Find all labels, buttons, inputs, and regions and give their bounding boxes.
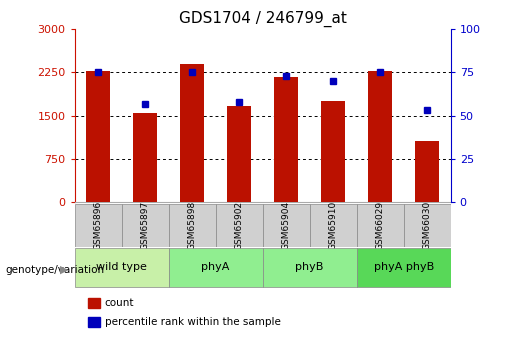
Bar xyxy=(75,204,122,247)
Bar xyxy=(368,71,392,202)
Bar xyxy=(310,204,356,247)
Bar xyxy=(416,141,439,202)
Text: percentile rank within the sample: percentile rank within the sample xyxy=(105,317,281,327)
Bar xyxy=(228,106,251,202)
Bar xyxy=(180,64,204,202)
Text: GSM65902: GSM65902 xyxy=(235,200,244,250)
Text: ▶: ▶ xyxy=(60,265,68,275)
Bar xyxy=(321,101,345,202)
Text: wild type: wild type xyxy=(96,263,147,272)
Text: GSM65897: GSM65897 xyxy=(141,200,150,250)
Text: phyA phyB: phyA phyB xyxy=(373,263,434,272)
Text: phyA: phyA xyxy=(201,263,230,272)
Title: GDS1704 / 246799_at: GDS1704 / 246799_at xyxy=(179,10,347,27)
Bar xyxy=(87,71,110,202)
Bar xyxy=(168,247,263,287)
Text: genotype/variation: genotype/variation xyxy=(5,265,104,275)
Bar xyxy=(356,204,404,247)
Bar xyxy=(274,77,298,202)
Bar xyxy=(356,247,451,287)
Bar xyxy=(75,247,168,287)
Text: GSM66030: GSM66030 xyxy=(423,200,432,250)
Bar xyxy=(404,204,451,247)
Text: GSM65904: GSM65904 xyxy=(282,200,290,250)
Text: GSM65898: GSM65898 xyxy=(187,200,197,250)
Bar xyxy=(133,113,157,202)
Bar xyxy=(168,204,216,247)
Bar xyxy=(263,247,356,287)
Text: count: count xyxy=(105,298,134,308)
Bar xyxy=(216,204,263,247)
Text: GSM65896: GSM65896 xyxy=(94,200,102,250)
Text: phyB: phyB xyxy=(296,263,324,272)
Bar xyxy=(122,204,168,247)
Bar xyxy=(263,204,310,247)
Text: GSM66029: GSM66029 xyxy=(375,200,385,250)
Text: GSM65910: GSM65910 xyxy=(329,200,338,250)
